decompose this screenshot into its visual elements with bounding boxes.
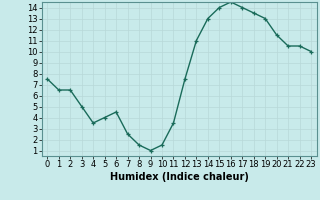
- X-axis label: Humidex (Indice chaleur): Humidex (Indice chaleur): [110, 172, 249, 182]
